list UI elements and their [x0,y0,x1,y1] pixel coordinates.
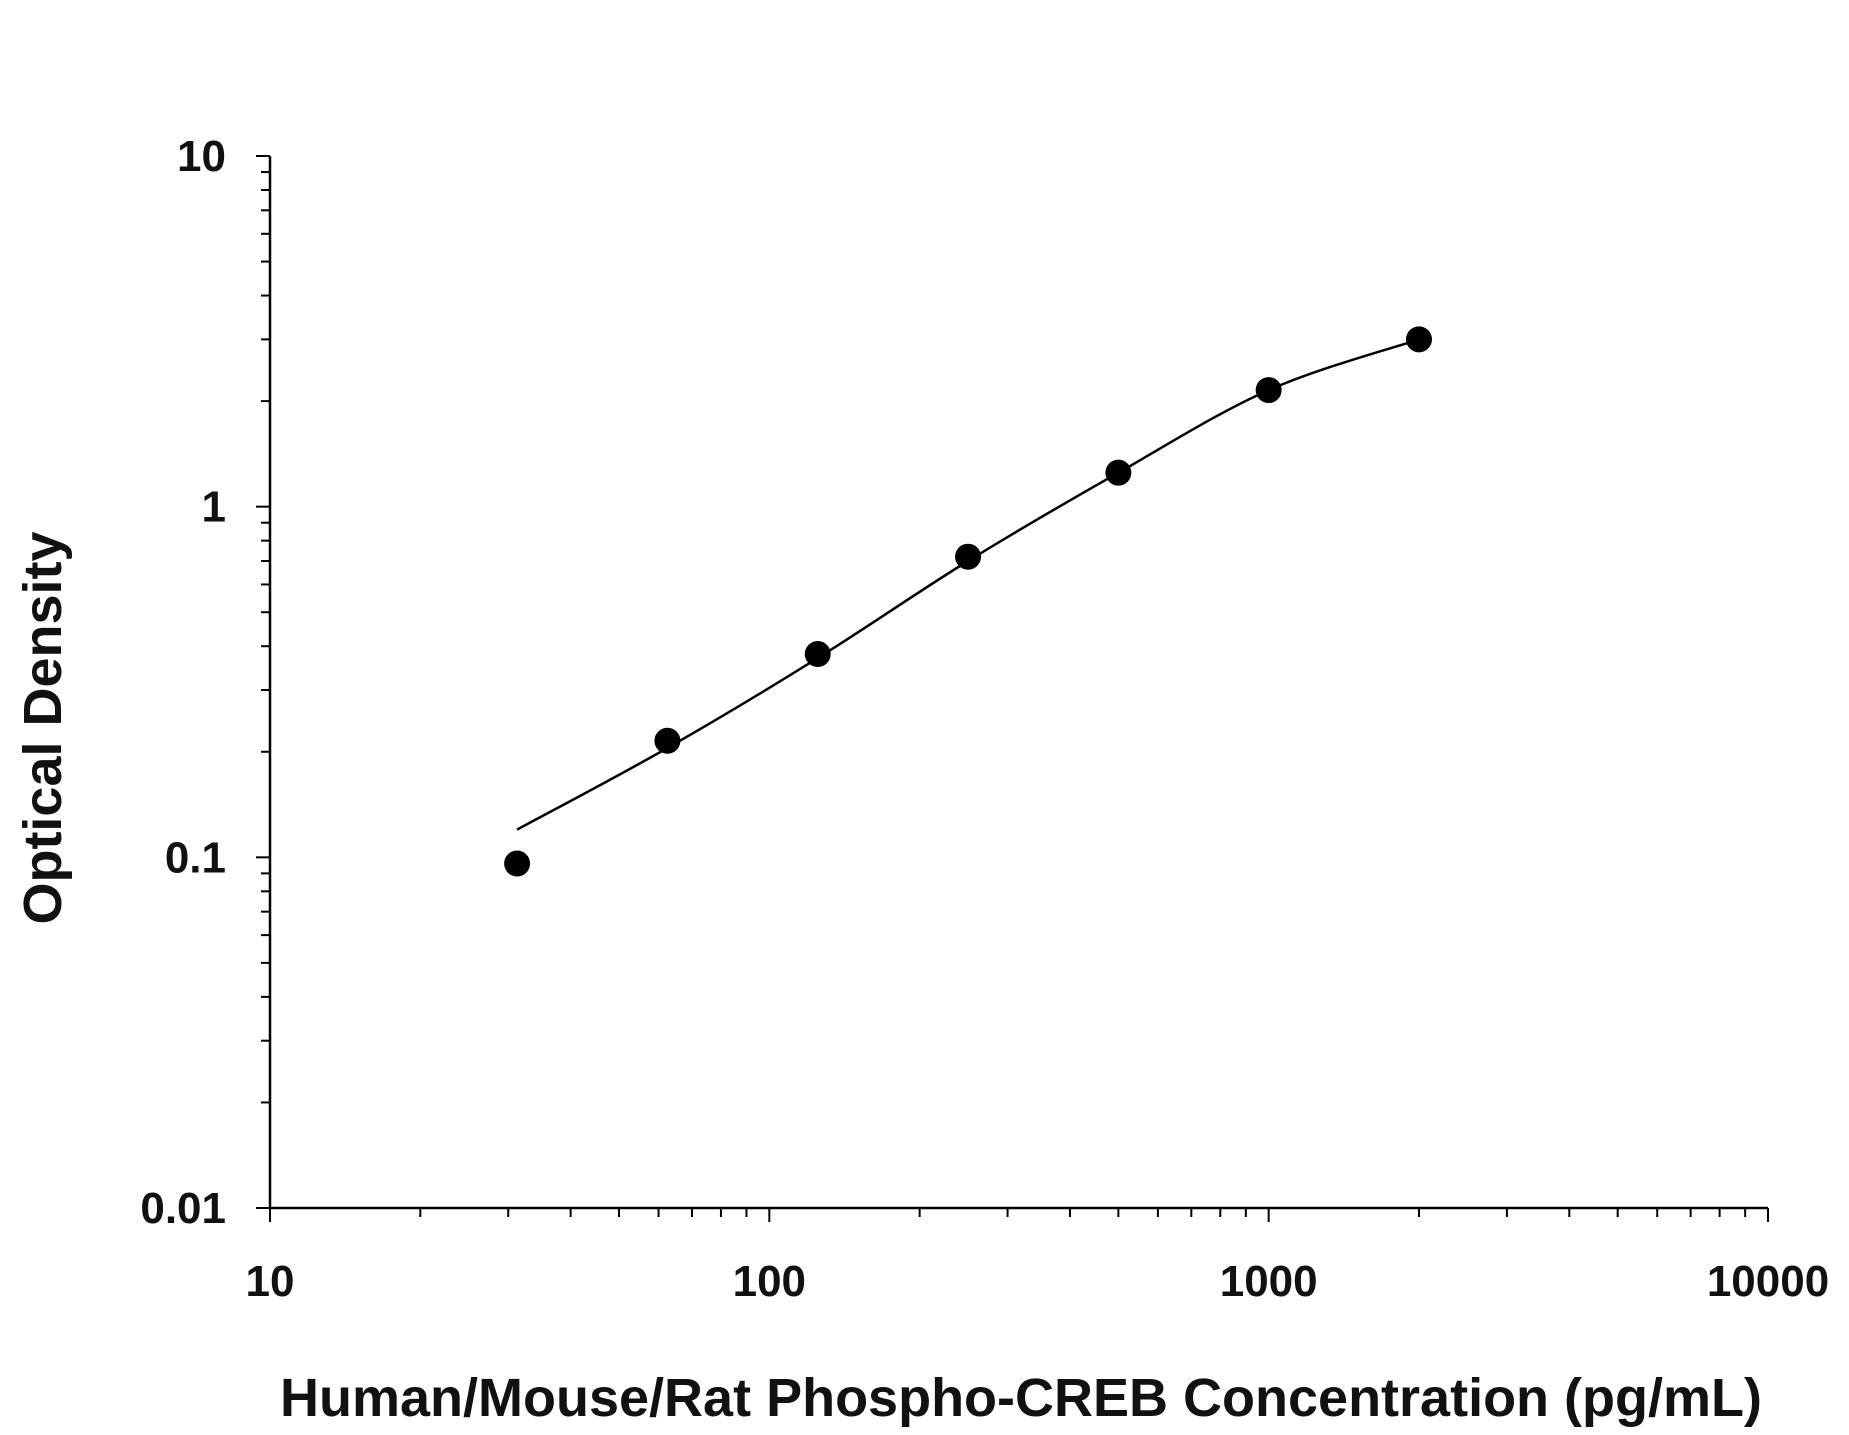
data-point [1405,326,1432,353]
x-tick-label: 1000 [1220,1257,1318,1306]
y-tick-label: 1 [202,483,226,532]
data-point [1255,377,1282,404]
fit-curve-layer [516,338,1420,831]
y-tick-label: 10 [177,132,226,181]
axes [268,156,1768,1210]
x-tick-label: 10 [246,1257,295,1306]
tick-labels: 10 100 1000 10000 0.01 0.1 1 10 [140,132,1829,1306]
ticks [256,155,1769,1222]
y-axis-title: Optical Density [13,531,73,924]
data-point [654,727,681,754]
x-tick-label: 10000 [1707,1257,1829,1306]
data-point [1105,459,1132,486]
data-point [804,641,831,668]
x-tick-label: 100 [733,1257,806,1306]
x-axis-title: Human/Mouse/Rat Phospho-CREB Concentrati… [280,1368,1762,1428]
data-points [504,326,1432,877]
y-tick-label: 0.01 [140,1184,226,1233]
data-point [504,850,531,877]
fit-curve [516,338,1420,831]
data-point [955,543,982,570]
y-tick-label: 0.1 [165,833,226,882]
